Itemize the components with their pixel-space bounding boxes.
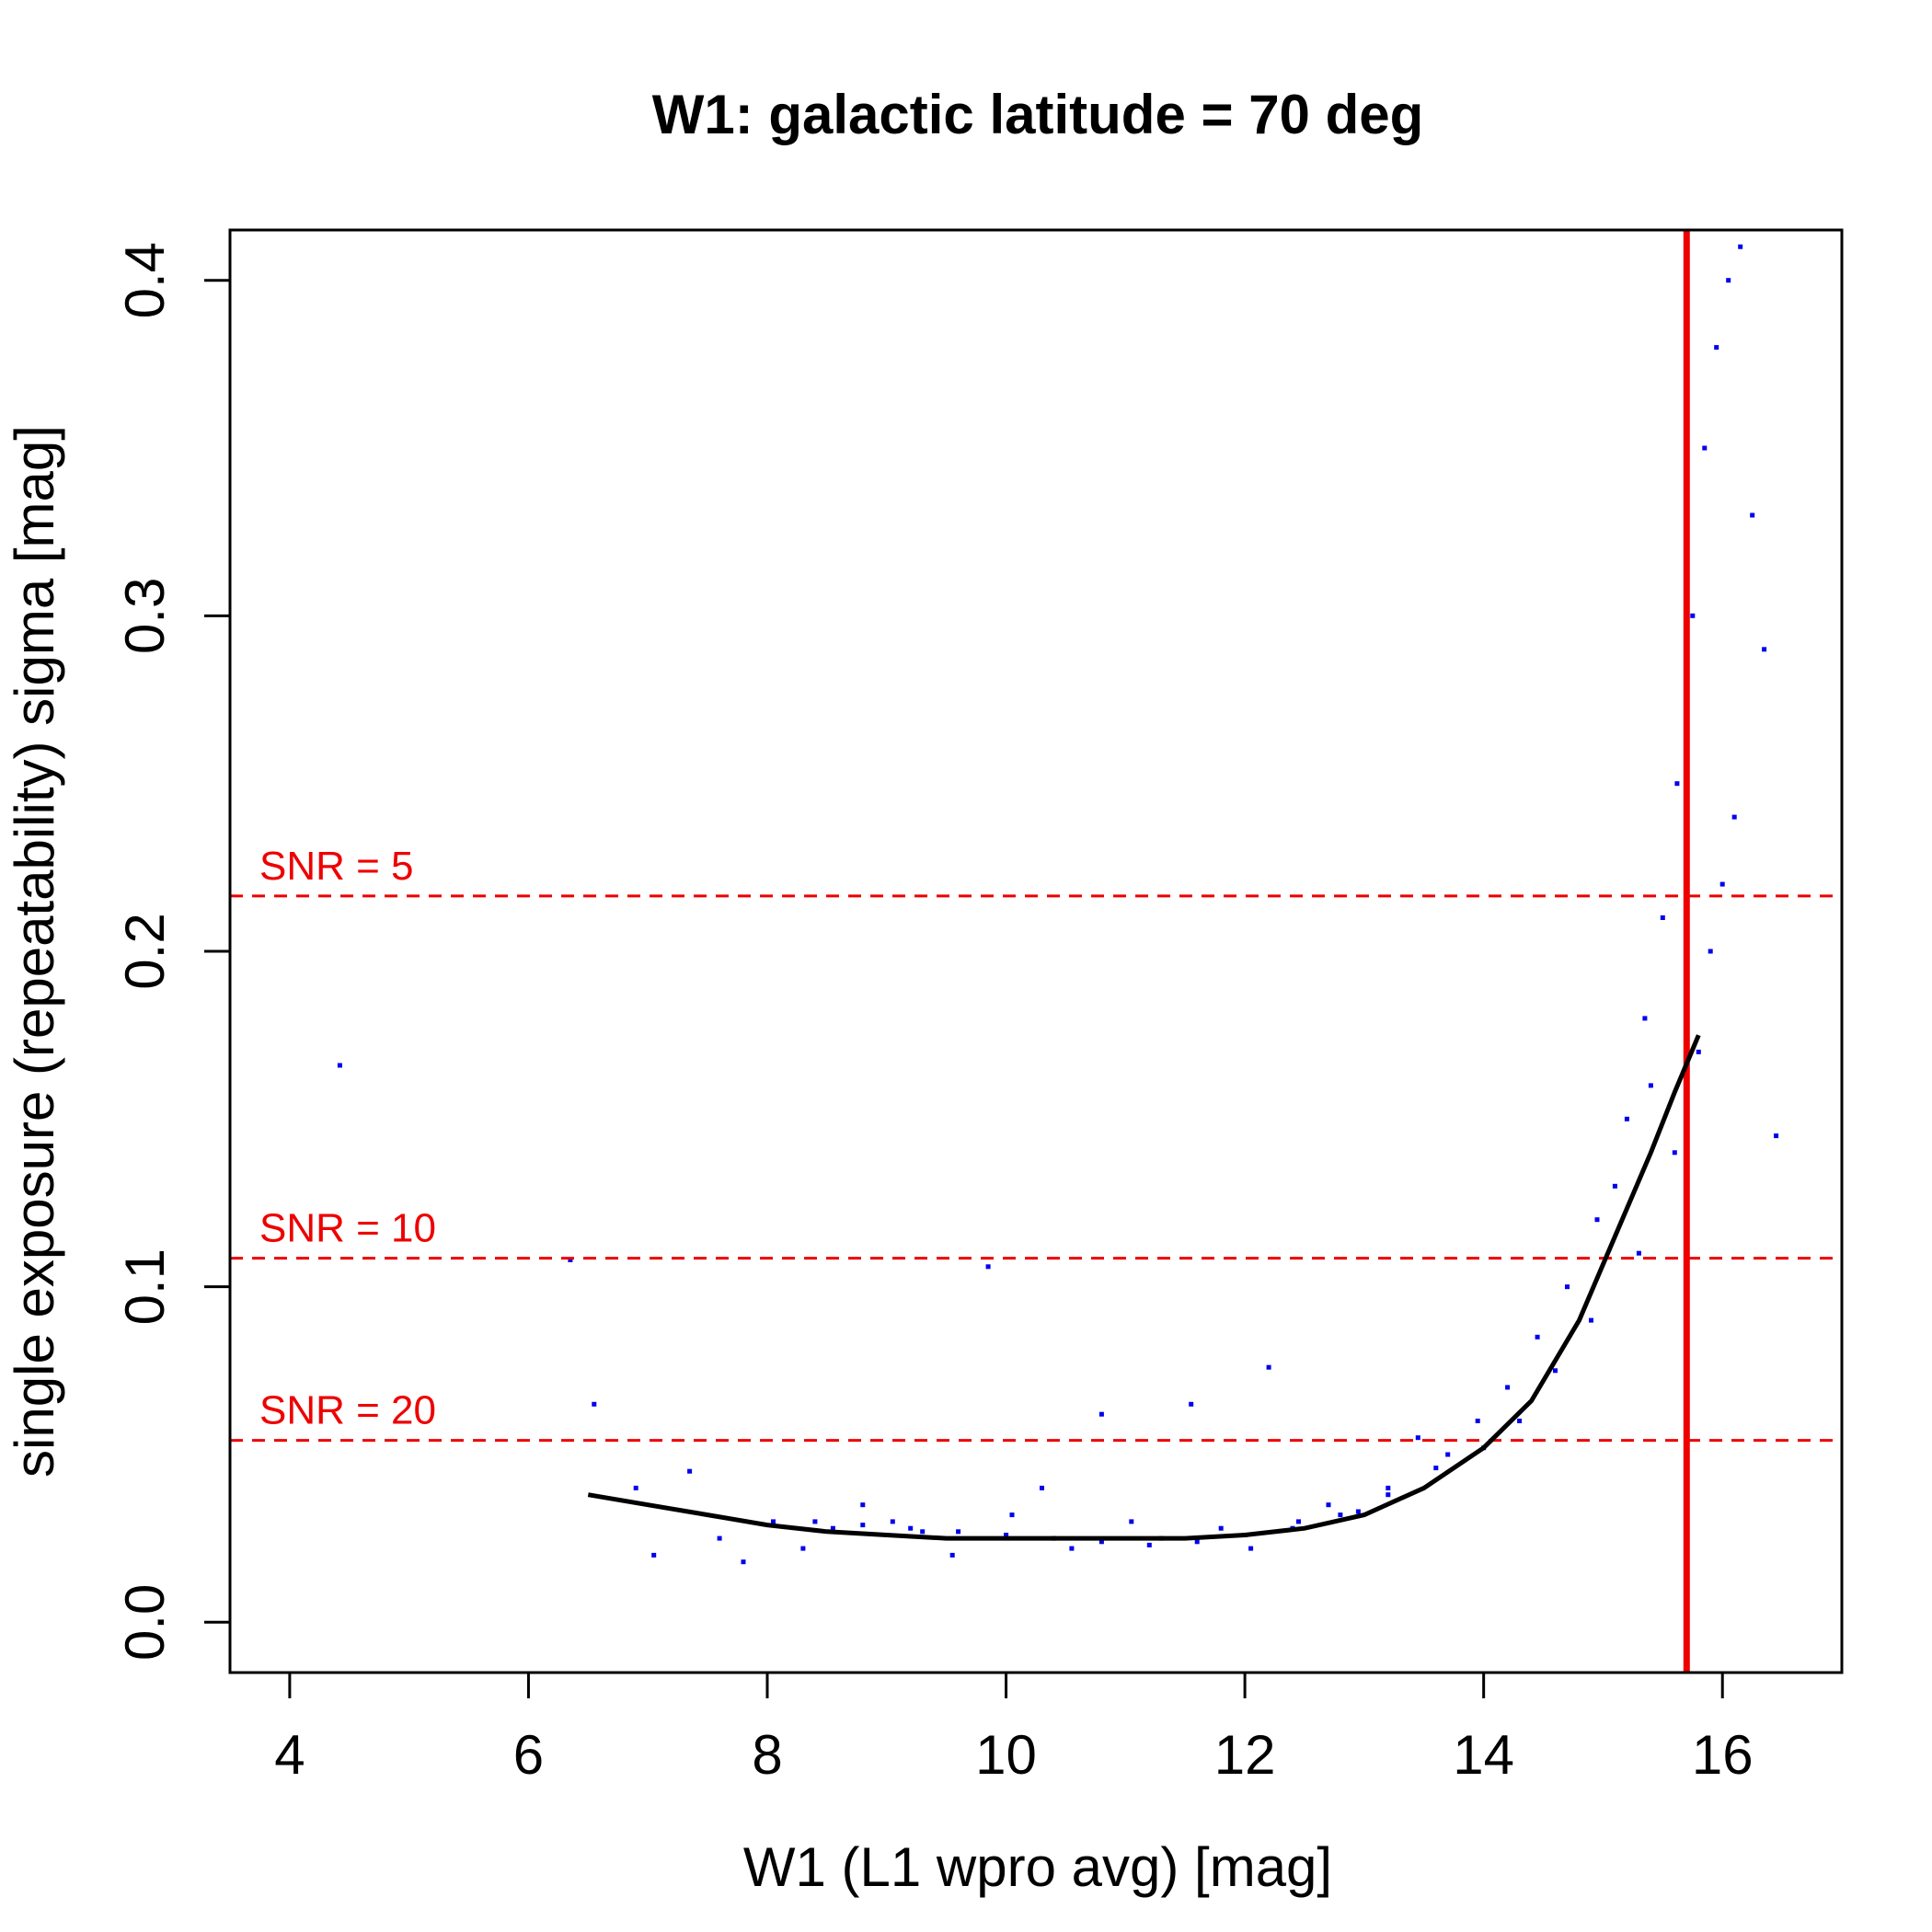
scatter-point: [1386, 1485, 1391, 1490]
scatter-point: [1326, 1502, 1331, 1508]
scatter-point: [1535, 1334, 1540, 1340]
scatter-point: [651, 1552, 657, 1558]
fit-curve: [587, 1034, 1701, 1541]
scatter-point: [1738, 244, 1743, 249]
scatter-point: [1296, 1519, 1301, 1524]
y-axis-label: single exposure (repeatability) sigma [m…: [4, 425, 65, 1478]
snr-reference-label: SNR = 10: [259, 1206, 436, 1251]
x-tick-label: 14: [1453, 1724, 1514, 1786]
scatter-point: [1636, 1250, 1641, 1256]
y-tick-label: 0.3: [114, 578, 176, 654]
scatter-point: [1004, 1533, 1009, 1537]
scatter-point: [1386, 1492, 1391, 1498]
scatter-point: [985, 1264, 991, 1270]
x-tick-label: 12: [1214, 1724, 1276, 1786]
scatter-points: [337, 244, 1779, 1565]
scatter-point: [1702, 445, 1708, 451]
scatter-point: [1624, 1116, 1629, 1121]
scatter-point: [949, 1552, 955, 1558]
y-tick-label: 0.2: [114, 913, 176, 989]
scatter-point: [860, 1523, 866, 1528]
scatter-point: [1762, 647, 1767, 652]
scatter-point: [1146, 1542, 1152, 1547]
scatter-point: [1189, 1401, 1194, 1407]
scatter-point: [633, 1485, 638, 1490]
scatter-point: [1565, 1284, 1570, 1290]
scatter-point: [717, 1535, 722, 1541]
scatter-point: [741, 1559, 746, 1565]
x-tick-label: 10: [975, 1724, 1037, 1786]
chart-title: W1: galactic latitude = 70 deg: [652, 84, 1424, 145]
scatter-point: [812, 1519, 818, 1524]
snr-reference-label: SNR = 20: [259, 1388, 436, 1433]
y-tick-label: 0.4: [114, 242, 176, 318]
scatter-point: [956, 1529, 961, 1535]
scatter-point: [1708, 949, 1713, 954]
y-axis: 0.0 0.1 0.2 0.3 0.4: [114, 242, 232, 1661]
scatter-point: [687, 1468, 693, 1474]
scatter-point: [800, 1546, 806, 1551]
scatter-point: [1338, 1512, 1343, 1518]
scatter-point: [1672, 1150, 1677, 1156]
scatter-point: [337, 1063, 342, 1068]
scatter-point: [1194, 1539, 1200, 1545]
scatter-point: [1098, 1539, 1104, 1545]
scatter-point: [1505, 1385, 1511, 1390]
scatter-point: [1069, 1546, 1075, 1551]
plot-frame: [228, 228, 1844, 1674]
scatter-point: [592, 1401, 597, 1407]
scatter-point: [1129, 1519, 1134, 1524]
scatter-point: [1445, 1452, 1451, 1457]
scatter-point: [1040, 1485, 1044, 1490]
scatter-point: [830, 1525, 835, 1531]
scatter-point: [1553, 1368, 1558, 1374]
scatter-point: [1266, 1364, 1271, 1370]
scatter-point: [1355, 1509, 1361, 1514]
scatter-point: [1594, 1217, 1600, 1223]
scatter-point: [1696, 1049, 1701, 1054]
scatter-point: [1009, 1512, 1015, 1518]
scatter-point: [1589, 1317, 1593, 1323]
x-tick-label: 16: [1692, 1724, 1754, 1786]
y-tick-label: 0.1: [114, 1248, 176, 1325]
scatter-point: [890, 1519, 895, 1524]
scatter-point: [1726, 278, 1731, 283]
scatter-point: [860, 1502, 866, 1508]
scatter-point: [1475, 1419, 1480, 1423]
scatter-point: [1098, 1411, 1104, 1417]
scatter-point: [1660, 915, 1665, 920]
scatter-point: [1690, 613, 1696, 618]
scatter-point: [920, 1529, 926, 1535]
scatter-point: [1433, 1466, 1439, 1471]
reference-lines: SNR = 5 SNR = 10 SNR = 20: [230, 230, 1842, 1673]
y-tick-label: 0.0: [114, 1584, 176, 1661]
scatter-point: [1612, 1183, 1617, 1189]
x-tick-label: 6: [513, 1724, 544, 1786]
scatter-point: [568, 1258, 573, 1262]
scatter-point: [1750, 512, 1755, 518]
scatter-point: [1719, 881, 1725, 887]
scatter-point: [1674, 781, 1680, 787]
scatter-point: [1517, 1419, 1523, 1423]
scatter-point: [1731, 814, 1737, 820]
scatter-point: [1774, 1133, 1779, 1139]
x-tick-label: 4: [274, 1724, 305, 1786]
scatter-point: [1714, 345, 1719, 351]
x-tick-label: 8: [752, 1724, 782, 1786]
scatter-point: [1648, 1083, 1653, 1088]
scatter-point: [1218, 1525, 1224, 1531]
scatter-point: [771, 1519, 776, 1524]
x-axis-label: W1 (L1 wpro avg) [mag]: [743, 1836, 1332, 1898]
snr-reference-label: SNR = 5: [259, 844, 414, 889]
scatter-point: [1642, 1016, 1648, 1021]
scatter-point: [1248, 1546, 1254, 1551]
scatter-point: [1415, 1435, 1420, 1441]
scatter-point: [908, 1525, 914, 1531]
x-axis: 4 6 8 10 12 14 16: [274, 1671, 1754, 1786]
